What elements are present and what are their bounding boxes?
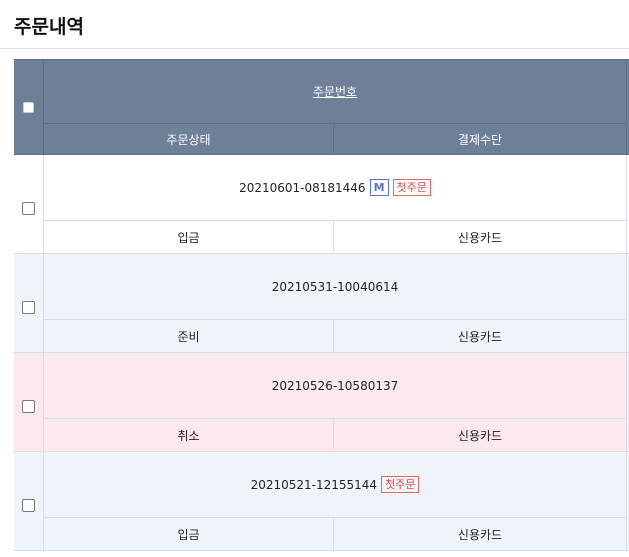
table-header: 주문번호 주문상태 결제수단 <box>14 59 629 155</box>
order-status: 입금 <box>44 221 334 254</box>
table-row: 20210531-10040614 준비 신용카드 <box>14 254 629 353</box>
order-table: 주문번호 주문상태 결제수단 20210601-08181446 M 첫주문 입… <box>14 59 629 551</box>
order-number[interactable]: 20210521-12155144 <box>250 477 378 492</box>
header-payment: 결제수단 <box>334 124 627 155</box>
row-checkbox[interactable] <box>22 498 35 512</box>
row-checkbox[interactable] <box>22 399 35 413</box>
order-number[interactable]: 20210526-10580137 <box>271 378 399 393</box>
payment-method: 신용카드 <box>334 419 627 452</box>
row-checkbox[interactable] <box>22 201 35 215</box>
divider <box>0 48 629 49</box>
sort-order-no[interactable]: 주문번호 <box>312 85 358 99</box>
payment-method: 신용카드 <box>334 518 627 551</box>
payment-method: 신용카드 <box>334 221 627 254</box>
header-status: 주문상태 <box>44 124 334 155</box>
order-status: 취소 <box>44 419 334 452</box>
table-row: 20210521-12155144 첫주문 입금 신용카드 <box>14 452 629 551</box>
order-status: 입금 <box>44 518 334 551</box>
order-number[interactable]: 20210531-10040614 <box>271 279 399 294</box>
table-row: 20210526-10580137 취소 신용카드 <box>14 353 629 452</box>
order-number[interactable]: 20210601-08181446 <box>239 180 366 195</box>
row-checkbox[interactable] <box>22 300 35 314</box>
payment-method: 신용카드 <box>334 320 627 353</box>
mobile-badge: M <box>369 179 389 196</box>
order-status: 준비 <box>44 320 334 353</box>
table-row: 20210601-08181446 M 첫주문 입금 신용카드 <box>14 155 629 254</box>
page-title: 주문내역 <box>14 16 84 38</box>
first-order-badge: 첫주문 <box>392 179 431 196</box>
first-order-badge: 첫주문 <box>381 476 420 493</box>
select-all-checkbox[interactable] <box>23 101 34 113</box>
